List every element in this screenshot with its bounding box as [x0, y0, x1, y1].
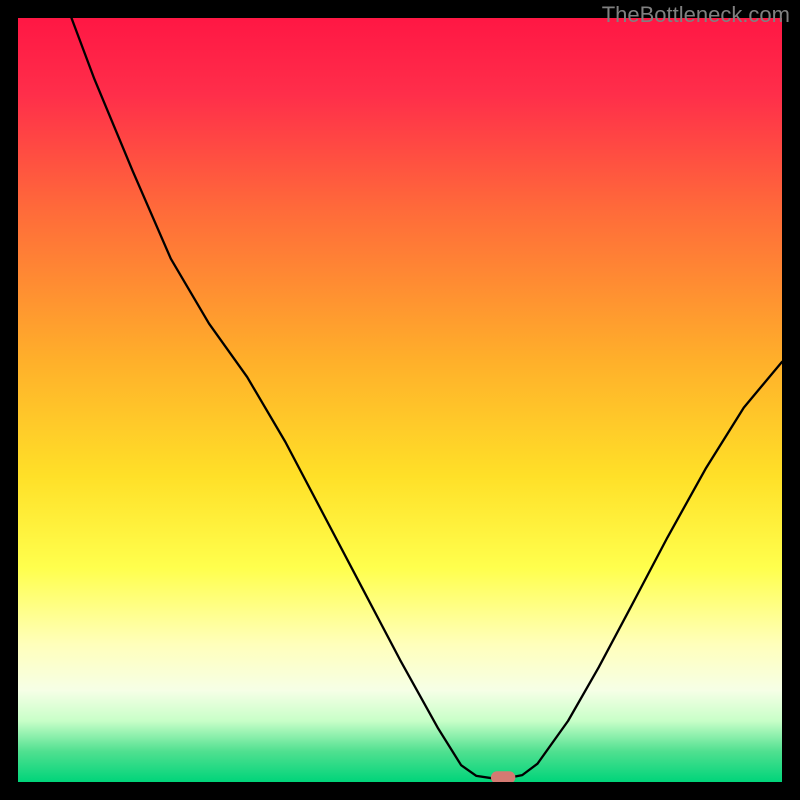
plot-area	[18, 18, 782, 782]
watermark-label: TheBottleneck.com	[602, 2, 790, 28]
optimal-point-marker	[491, 771, 515, 782]
chart-background-gradient	[18, 18, 782, 782]
bottleneck-chart-svg	[18, 18, 782, 782]
